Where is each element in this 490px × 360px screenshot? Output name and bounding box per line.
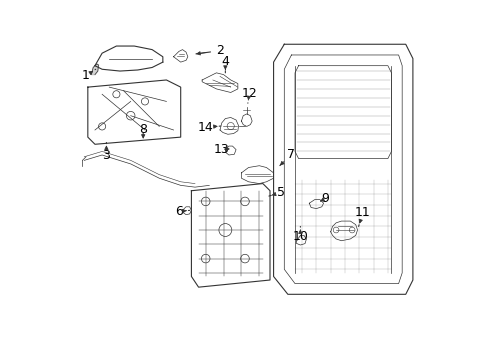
Text: 3: 3 (102, 143, 110, 162)
Text: 9: 9 (321, 192, 329, 205)
Text: 2: 2 (196, 44, 224, 57)
Text: 12: 12 (242, 87, 257, 103)
Text: 4: 4 (221, 55, 229, 73)
Text: 11: 11 (355, 206, 371, 226)
Text: 10: 10 (293, 226, 308, 243)
Text: 14: 14 (198, 121, 220, 134)
Text: 6: 6 (175, 205, 190, 218)
Text: 13: 13 (214, 143, 230, 156)
Polygon shape (92, 64, 98, 75)
Text: 8: 8 (139, 123, 147, 136)
Text: 5: 5 (269, 186, 285, 199)
Text: 1: 1 (82, 69, 96, 82)
Text: 7: 7 (280, 148, 295, 166)
